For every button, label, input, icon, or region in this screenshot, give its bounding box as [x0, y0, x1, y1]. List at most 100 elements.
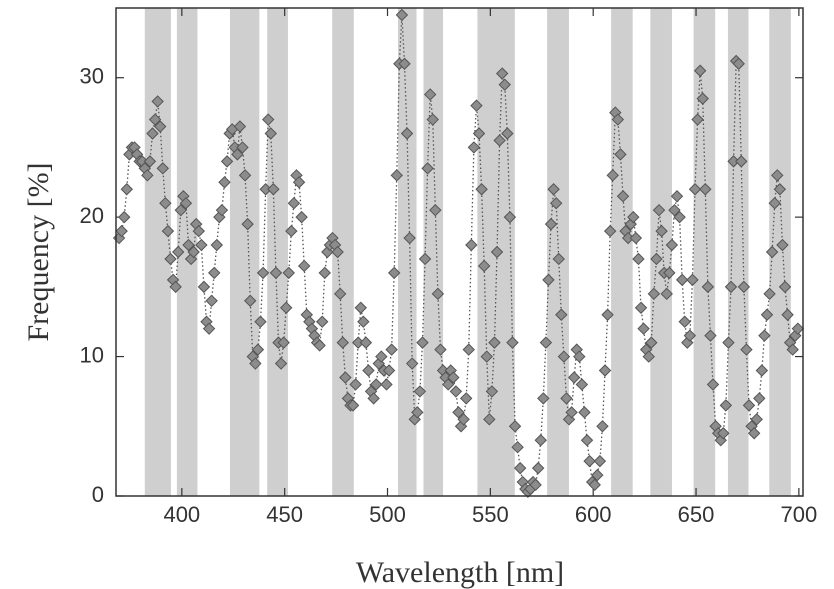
- data-point: [174, 203, 187, 217]
- data-point: [765, 245, 779, 259]
- data-point: [274, 357, 288, 370]
- data-point: [611, 113, 625, 126]
- data-point: [670, 190, 684, 203]
- data-point: [583, 454, 596, 468]
- data-point: [650, 252, 663, 266]
- data-point: [539, 336, 553, 349]
- data-point: [483, 413, 496, 426]
- data-point: [495, 67, 509, 80]
- data-point: [624, 217, 637, 231]
- data-point: [413, 385, 427, 398]
- data-point: [315, 315, 329, 328]
- data-point: [287, 196, 301, 210]
- data-point: [161, 224, 175, 238]
- data-point: [459, 392, 473, 405]
- data-point: [441, 378, 455, 391]
- data-point: [331, 245, 344, 259]
- data-point: [678, 315, 691, 328]
- data-point: [549, 196, 563, 210]
- data-point: [254, 315, 267, 328]
- data-point: [241, 217, 254, 231]
- data-point: [462, 343, 475, 356]
- band: [423, 8, 444, 496]
- data-point: [565, 406, 578, 419]
- data-point: [768, 196, 781, 210]
- data-point: [218, 176, 231, 189]
- data-point: [606, 169, 619, 182]
- data-point: [660, 287, 673, 301]
- data-point: [753, 392, 766, 405]
- data-point: [616, 190, 630, 203]
- data-point: [475, 183, 488, 196]
- data-point: [580, 434, 594, 447]
- data-point: [146, 127, 159, 140]
- x-tick-label: 700: [781, 502, 818, 527]
- data-point: [285, 224, 298, 238]
- data-point: [737, 280, 751, 294]
- data-point: [704, 329, 717, 342]
- data-point: [706, 378, 720, 391]
- data-point: [423, 88, 437, 101]
- data-point: [501, 127, 514, 140]
- data-point: [159, 196, 172, 210]
- data-point: [143, 155, 157, 168]
- data-point: [696, 92, 709, 105]
- data-point: [506, 336, 519, 349]
- data-point: [591, 468, 604, 482]
- data-point: [786, 343, 799, 356]
- data-point: [416, 336, 429, 349]
- data-point: [426, 113, 439, 126]
- band: [229, 8, 260, 496]
- data-point: [375, 350, 388, 363]
- data-point: [627, 210, 640, 224]
- data-point: [542, 273, 555, 287]
- data-point: [771, 169, 784, 182]
- data-point: [503, 210, 517, 224]
- data-point: [195, 238, 208, 252]
- data-point: [269, 266, 283, 280]
- data-point: [485, 385, 499, 398]
- data-point: [349, 378, 362, 391]
- data-point: [552, 252, 565, 266]
- data-point: [277, 336, 290, 349]
- data-point: [297, 259, 311, 273]
- data-point: [465, 238, 478, 252]
- data-point: [588, 478, 601, 492]
- data-point: [390, 169, 403, 182]
- data-point: [578, 406, 591, 419]
- data-point: [354, 301, 367, 314]
- data-point: [691, 113, 704, 126]
- data-point: [547, 183, 560, 196]
- data-point: [508, 420, 522, 433]
- data-point: [750, 413, 763, 426]
- data-point: [233, 120, 247, 133]
- band: [397, 8, 417, 496]
- data-point: [359, 336, 373, 349]
- data-point: [262, 113, 275, 126]
- y-tick-label: 10: [80, 342, 104, 367]
- data-point: [760, 308, 774, 321]
- data-point: [169, 280, 182, 294]
- data-point: [118, 210, 131, 224]
- data-point: [601, 308, 614, 321]
- x-tick-label: 600: [575, 502, 612, 527]
- data-point: [567, 371, 581, 384]
- data-point: [472, 127, 486, 140]
- data-point: [164, 252, 177, 266]
- data-point: [418, 252, 432, 266]
- data-point: [490, 245, 504, 259]
- data-point: [719, 399, 733, 412]
- data-point: [454, 420, 468, 433]
- data-point: [603, 224, 617, 238]
- data-point: [717, 427, 730, 440]
- data-point: [701, 280, 715, 294]
- data-point: [279, 301, 293, 314]
- data-point: [447, 371, 460, 384]
- data-point: [339, 371, 352, 384]
- data-point: [154, 120, 167, 133]
- data-point: [596, 420, 609, 433]
- data-point: [477, 259, 491, 273]
- data-point: [699, 183, 712, 196]
- data-point: [498, 78, 511, 91]
- data-point: [313, 339, 326, 352]
